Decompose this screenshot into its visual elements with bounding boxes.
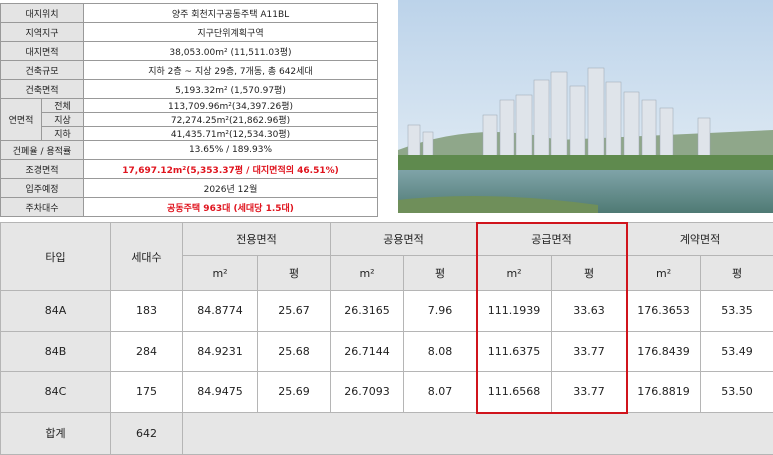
unit-row: m² 평 m² 평 m² 평 m² 평 <box>1 255 773 291</box>
info-value: 13.65% / 189.93% <box>83 140 378 160</box>
info-label: 건축규모 <box>0 60 84 80</box>
info-value: 공동주택 963대 (세대당 1.5대) <box>83 197 378 217</box>
type-cell: 84A <box>0 290 111 332</box>
info-row: 건축면적 5,193.32m² (1,570.97평) <box>0 79 378 99</box>
info-value: 지구단위계획구역 <box>83 22 378 42</box>
data-cell: 284 <box>110 330 183 372</box>
data-cell: 7.96 <box>403 290 478 332</box>
data-cell: 176.3653 <box>626 290 702 332</box>
data-cell: 111.1939 <box>476 290 553 332</box>
info-row: 입주예정 2026년 12월 <box>0 178 378 198</box>
data-cell: 53.49 <box>700 330 773 372</box>
total-row: 합계 642 <box>0 411 773 455</box>
unit-cell: m² <box>330 255 405 291</box>
total-empty <box>181 411 773 455</box>
info-label: 입주예정 <box>0 178 84 198</box>
data-cell: 84.9475 <box>182 371 258 413</box>
data-cell: 53.50 <box>700 371 773 413</box>
data-cell: 25.69 <box>256 371 332 413</box>
info-label: 대지위치 <box>0 3 84 23</box>
info-row: 지상 72,274.25m²(21,862.96평) <box>1 112 378 127</box>
info-label: 주차대수 <box>0 197 84 217</box>
data-cell: 26.7093 <box>330 371 405 413</box>
data-cell: 175 <box>110 371 183 413</box>
info-value: 5,193.32m² (1,570.97평) <box>83 79 378 99</box>
unit-cell: 평 <box>551 255 628 291</box>
info-row: 건폐율 / 용적률 13.65% / 189.93% <box>0 140 378 160</box>
data-cell: 33.77 <box>551 330 628 372</box>
info-value: 2026년 12월 <box>83 178 378 198</box>
info-label: 조경면적 <box>0 159 84 179</box>
apartment-photo <box>398 0 773 213</box>
unit-cell: 평 <box>403 255 478 291</box>
info-value: 113,709.96m²(34,397.26평) <box>83 98 378 113</box>
info-row: 건축규모 지하 2층 ~ 지상 29층, 7개동, 총 642세대 <box>0 60 378 80</box>
info-label: 대지면적 <box>0 41 84 61</box>
info-sublabel: 전체 <box>41 98 84 113</box>
data-row: 84C 175 84.9475 25.69 26.7093 8.07 111.6568 33.… <box>0 371 773 413</box>
towers <box>407 67 711 161</box>
unit-cell: m² <box>476 255 553 291</box>
area-table: 타입 세대수 전용면적 공용면적 공급면적 계약면적 m² 평 m² 평 m² 평 m² 평 84A 183 8… <box>0 222 773 455</box>
info-label: 지역지구 <box>0 22 84 42</box>
info-table: 대지위치 양주 회천지구공동주택 A11BL 지역지구 지구단위계획구역 대지면적 38,… <box>0 3 378 217</box>
data-cell: 33.63 <box>551 290 628 332</box>
data-cell: 25.68 <box>256 330 332 372</box>
data-cell: 26.7144 <box>330 330 405 372</box>
info-value: 17,697.12m²(5,353.37평 / 대지면적의 46.51%) <box>83 159 378 179</box>
info-row: 지하 41,435.71m²(12,534.30평) <box>1 126 378 141</box>
data-cell: 33.77 <box>551 371 628 413</box>
info-row: 지역지구 지구단위계획구역 <box>0 22 378 42</box>
data-cell: 84.9231 <box>182 330 258 372</box>
info-row: 주차대수 공동주택 963대 (세대당 1.5대) <box>0 197 378 217</box>
unit-cell: 평 <box>256 255 332 291</box>
type-cell: 84C <box>0 371 111 413</box>
info-value: 38,053.00m² (11,511.03평) <box>83 41 378 61</box>
data-row: 84B 284 84.9231 25.68 26.7144 8.08 111.6375 33.… <box>0 330 773 372</box>
unit-cell: m² <box>182 255 258 291</box>
data-cell: 176.8439 <box>626 330 702 372</box>
info-value: 72,274.25m²(21,862.96평) <box>83 112 378 127</box>
header-cell: 공용면적 <box>330 222 478 256</box>
header-cell: 계약면적 <box>626 222 773 256</box>
info-row: 대지위치 양주 회천지구공동주택 A11BL <box>0 3 378 23</box>
info-row: 조경면적 17,697.12m²(5,353.37평 / 대지면적의 46.51%… <box>0 159 378 179</box>
info-sublabel: 지상 <box>41 112 84 127</box>
header-cell: 전용면적 <box>181 222 332 256</box>
info-label: 연면적 <box>0 98 42 141</box>
total-cell: 642 <box>110 411 183 455</box>
info-row: 연면적 전체 113,709.96m²(34,397.26평) <box>0 98 378 141</box>
data-cell: 111.6568 <box>476 371 553 413</box>
unit-cell: m² <box>626 255 702 291</box>
shore <box>398 196 598 213</box>
info-value: 지하 2층 ~ 지상 29층, 7개동, 총 642세대 <box>83 60 378 80</box>
unit-cell: 평 <box>700 255 773 291</box>
info-sublabel: 지하 <box>41 126 84 141</box>
info-row: 대지면적 38,053.00m² (11,511.03평) <box>0 41 378 61</box>
data-cell: 84.8774 <box>182 290 258 332</box>
header-cell: 세대수 <box>110 222 183 291</box>
data-cell: 26.3165 <box>330 290 405 332</box>
info-label: 건축면적 <box>0 79 84 99</box>
total-cell: 합계 <box>0 411 111 455</box>
data-cell: 111.6375 <box>476 330 553 372</box>
data-cell: 183 <box>110 290 183 332</box>
info-value: 양주 회천지구공동주택 A11BL <box>83 3 378 23</box>
data-cell: 8.08 <box>403 330 478 372</box>
data-cell: 176.8819 <box>626 371 702 413</box>
data-row: 84A 183 84.8774 25.67 26.3165 7.96 111.1939 33.… <box>0 290 773 332</box>
info-label: 건폐율 / 용적률 <box>0 140 84 160</box>
trees <box>398 155 773 173</box>
info-value: 41,435.71m²(12,534.30평) <box>83 126 378 141</box>
type-cell: 84B <box>0 330 111 372</box>
header-cell: 공급면적 <box>476 222 628 256</box>
header-row: 타입 세대수 전용면적 공용면적 공급면적 계약면적 <box>0 222 773 291</box>
data-cell: 8.07 <box>403 371 478 413</box>
data-cell: 25.67 <box>256 290 332 332</box>
header-cell: 타입 <box>0 222 111 291</box>
data-cell: 53.35 <box>700 290 773 332</box>
